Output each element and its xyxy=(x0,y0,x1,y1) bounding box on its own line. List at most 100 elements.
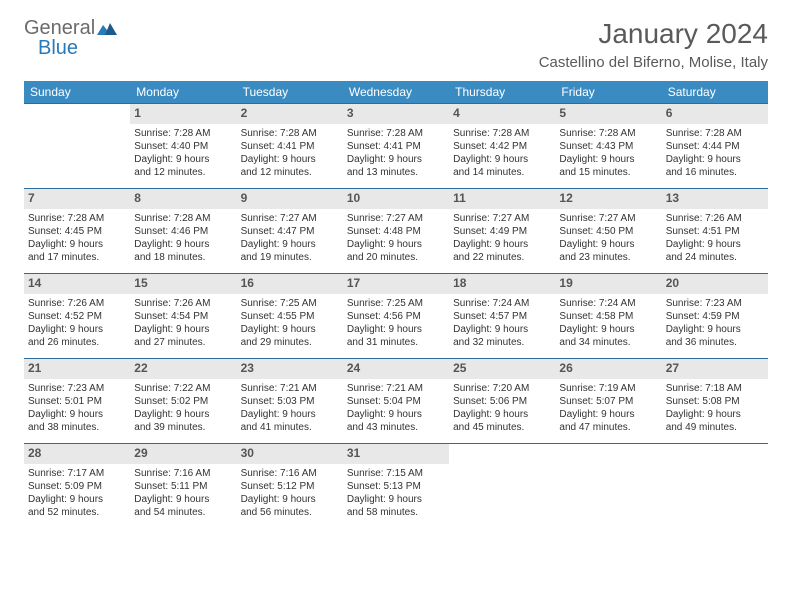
sunset-text: Sunset: 4:54 PM xyxy=(134,310,232,323)
daylight-text: and 22 minutes. xyxy=(453,251,551,264)
daylight-text: Daylight: 9 hours xyxy=(134,493,232,506)
calendar-cell: 23Sunrise: 7:21 AMSunset: 5:03 PMDayligh… xyxy=(237,359,343,444)
location: Castellino del Biferno, Molise, Italy xyxy=(539,54,768,71)
sunrise-text: Sunrise: 7:28 AM xyxy=(134,127,232,140)
daylight-text: and 14 minutes. xyxy=(453,166,551,179)
daylight-text: and 43 minutes. xyxy=(347,421,445,434)
calendar-head: SundayMondayTuesdayWednesdayThursdayFrid… xyxy=(24,81,768,104)
cell-body: Sunrise: 7:27 AMSunset: 4:50 PMDaylight:… xyxy=(559,212,657,264)
sunset-text: Sunset: 5:13 PM xyxy=(347,480,445,493)
sunrise-text: Sunrise: 7:26 AM xyxy=(666,212,764,225)
sunset-text: Sunset: 4:49 PM xyxy=(453,225,551,238)
sunrise-text: Sunrise: 7:20 AM xyxy=(453,382,551,395)
calendar-cell: 13Sunrise: 7:26 AMSunset: 4:51 PMDayligh… xyxy=(662,189,768,274)
calendar-cell: 30 Sunrise: 7:16 AMSunset: 5:12 PMDayligh… xyxy=(237,444,343,530)
calendar-row: 1Sunrise: 7:28 AMSunset: 4:40 PMDaylight… xyxy=(24,104,768,189)
daylight-text: and 34 minutes. xyxy=(559,336,657,349)
daylight-text: Daylight: 9 hours xyxy=(241,153,339,166)
title-block: January 2024 Castellino del Biferno, Mol… xyxy=(539,18,768,71)
daylight-text: and 39 minutes. xyxy=(134,421,232,434)
daylight-text: and 18 minutes. xyxy=(134,251,232,264)
daylight-text: and 54 minutes. xyxy=(134,506,232,519)
daylight-text: and 20 minutes. xyxy=(347,251,445,264)
sunrise-text: Sunrise: 7:23 AM xyxy=(666,297,764,310)
daylight-text: Daylight: 9 hours xyxy=(134,323,232,336)
calendar-cell: 5Sunrise: 7:28 AMSunset: 4:43 PMDaylight… xyxy=(555,104,661,189)
calendar-cell: 16Sunrise: 7:25 AMSunset: 4:55 PMDayligh… xyxy=(237,274,343,359)
header: General Blue January 2024 Castellino del… xyxy=(24,18,768,71)
calendar-cell: 26Sunrise: 7:19 AMSunset: 5:07 PMDayligh… xyxy=(555,359,661,444)
daylight-text: Daylight: 9 hours xyxy=(347,153,445,166)
daylight-text: Daylight: 9 hours xyxy=(241,323,339,336)
calendar-cell: 17Sunrise: 7:25 AMSunset: 4:56 PMDayligh… xyxy=(343,274,449,359)
day-number: 25 xyxy=(449,359,555,379)
daylight-text: Daylight: 9 hours xyxy=(347,493,445,506)
cell-body: Sunrise: 7:27 AMSunset: 4:49 PMDaylight:… xyxy=(453,212,551,264)
calendar-cell xyxy=(24,104,130,189)
logo: General Blue xyxy=(24,18,117,58)
day-number: 14 xyxy=(24,274,130,294)
cell-body: Sunrise: 7:17 AMSunset: 5:09 PMDaylight:… xyxy=(28,467,126,519)
daylight-text: Daylight: 9 hours xyxy=(134,153,232,166)
daylight-text: Daylight: 9 hours xyxy=(666,153,764,166)
daylight-text: and 31 minutes. xyxy=(347,336,445,349)
cell-body: Sunrise: 7:23 AMSunset: 5:01 PMDaylight:… xyxy=(28,382,126,434)
daylight-text: and 16 minutes. xyxy=(666,166,764,179)
day-number: 26 xyxy=(555,359,661,379)
day-number: 30 xyxy=(237,444,343,464)
sunrise-text: Sunrise: 7:27 AM xyxy=(453,212,551,225)
calendar-cell xyxy=(662,444,768,530)
cell-body: Sunrise: 7:28 AMSunset: 4:46 PMDaylight:… xyxy=(134,212,232,264)
cell-body: Sunrise: 7:21 AMSunset: 5:04 PMDaylight:… xyxy=(347,382,445,434)
calendar-cell: 2Sunrise: 7:28 AMSunset: 4:41 PMDaylight… xyxy=(237,104,343,189)
calendar-cell: 29Sunrise: 7:16 AMSunset: 5:11 PMDayligh… xyxy=(130,444,236,530)
daylight-text: Daylight: 9 hours xyxy=(28,493,126,506)
day-number: 10 xyxy=(343,189,449,209)
cell-body: Sunrise: 7:22 AMSunset: 5:02 PMDaylight:… xyxy=(134,382,232,434)
calendar-cell: 15Sunrise: 7:26 AMSunset: 4:54 PMDayligh… xyxy=(130,274,236,359)
sunset-text: Sunset: 4:57 PM xyxy=(453,310,551,323)
daylight-text: Daylight: 9 hours xyxy=(559,408,657,421)
day-number: 31 xyxy=(343,444,449,464)
daylight-text: Daylight: 9 hours xyxy=(453,408,551,421)
sunset-text: Sunset: 5:08 PM xyxy=(666,395,764,408)
sunrise-text: Sunrise: 7:27 AM xyxy=(347,212,445,225)
sunrise-text: Sunrise: 7:17 AM xyxy=(28,467,126,480)
day-number: 16 xyxy=(237,274,343,294)
cell-body: Sunrise: 7:26 AMSunset: 4:52 PMDaylight:… xyxy=(28,297,126,349)
day-header: Friday xyxy=(555,81,661,104)
calendar-cell: 12Sunrise: 7:27 AMSunset: 4:50 PMDayligh… xyxy=(555,189,661,274)
month-title: January 2024 xyxy=(539,18,768,50)
cell-body: Sunrise: 7:18 AMSunset: 5:08 PMDaylight:… xyxy=(666,382,764,434)
calendar-cell: 1Sunrise: 7:28 AMSunset: 4:40 PMDaylight… xyxy=(130,104,236,189)
sunrise-text: Sunrise: 7:28 AM xyxy=(241,127,339,140)
cell-body: Sunrise: 7:28 AMSunset: 4:43 PMDaylight:… xyxy=(559,127,657,179)
sunrise-text: Sunrise: 7:22 AM xyxy=(134,382,232,395)
sunset-text: Sunset: 4:56 PM xyxy=(347,310,445,323)
sunrise-text: Sunrise: 7:28 AM xyxy=(666,127,764,140)
daylight-text: and 47 minutes. xyxy=(559,421,657,434)
day-number: 7 xyxy=(24,189,130,209)
sunrise-text: Sunrise: 7:28 AM xyxy=(347,127,445,140)
day-number: 4 xyxy=(449,104,555,124)
sunset-text: Sunset: 4:40 PM xyxy=(134,140,232,153)
cell-body: Sunrise: 7:28 AMSunset: 4:42 PMDaylight:… xyxy=(453,127,551,179)
daylight-text: Daylight: 9 hours xyxy=(347,238,445,251)
calendar-cell: 8Sunrise: 7:28 AMSunset: 4:46 PMDaylight… xyxy=(130,189,236,274)
day-number: 3 xyxy=(343,104,449,124)
sunrise-text: Sunrise: 7:24 AM xyxy=(453,297,551,310)
sunset-text: Sunset: 4:59 PM xyxy=(666,310,764,323)
daylight-text: Daylight: 9 hours xyxy=(241,493,339,506)
daylight-text: and 36 minutes. xyxy=(666,336,764,349)
cell-body: Sunrise: 7:24 AMSunset: 4:57 PMDaylight:… xyxy=(453,297,551,349)
cell-body: Sunrise: 7:24 AMSunset: 4:58 PMDaylight:… xyxy=(559,297,657,349)
calendar-table: SundayMondayTuesdayWednesdayThursdayFrid… xyxy=(24,81,768,530)
cell-body: Sunrise: 7:16 AMSunset: 5:12 PMDaylight:… xyxy=(241,467,339,519)
sunset-text: Sunset: 4:47 PM xyxy=(241,225,339,238)
calendar-cell: 22Sunrise: 7:22 AMSunset: 5:02 PMDayligh… xyxy=(130,359,236,444)
day-number: 18 xyxy=(449,274,555,294)
cell-body: Sunrise: 7:28 AMSunset: 4:40 PMDaylight:… xyxy=(134,127,232,179)
calendar-cell: 9Sunrise: 7:27 AMSunset: 4:47 PMDaylight… xyxy=(237,189,343,274)
calendar-cell xyxy=(555,444,661,530)
sunset-text: Sunset: 5:03 PM xyxy=(241,395,339,408)
